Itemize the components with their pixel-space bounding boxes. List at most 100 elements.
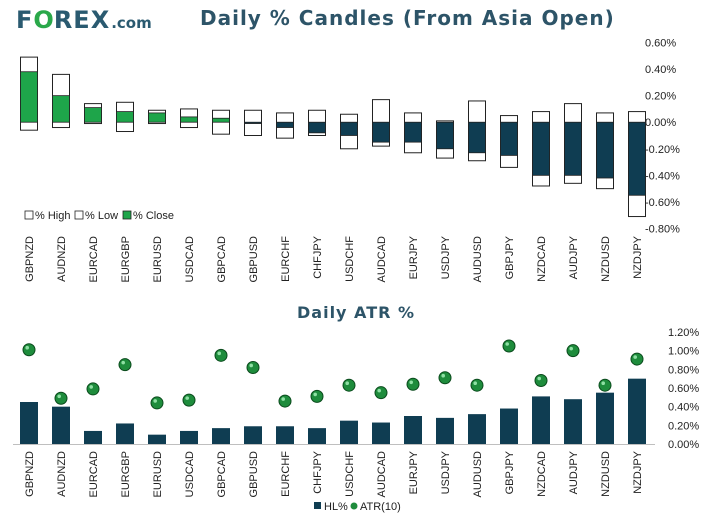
atr-point-highlight-eurcad [89, 385, 93, 389]
hl-bar-chfjpy [308, 428, 326, 444]
candle-xtick-gbpjpy: GBPJPY [504, 235, 516, 279]
atr-legend-swatch-atr [350, 502, 358, 510]
candle-close-gbpcad [212, 117, 230, 123]
candle-ytick: 0.40% [645, 64, 676, 76]
logo-letters-rex: REX [53, 6, 111, 34]
logo-letter-f: F [16, 6, 34, 34]
atr-legend-label-atr: ATR(10) [360, 501, 401, 513]
candle-legend-swatch-1 [74, 210, 84, 220]
hl-bar-audjpy [564, 399, 582, 444]
candle-xtick-eurjpy: EURJPY [408, 235, 420, 279]
atr-point-eurjpy [406, 377, 420, 391]
candle-xtick-gbpnzd: GBPNZD [24, 236, 36, 282]
hl-bar-gbpnzd [20, 402, 38, 444]
atr-legend-label-hl: HL% [324, 501, 348, 513]
candle-close-audusd [468, 121, 486, 154]
atr-ytick: 0.80% [668, 364, 699, 376]
atr-point-audusd [470, 378, 484, 392]
atr-point-highlight-chfjpy [313, 392, 318, 397]
atr-point-nzdusd [598, 378, 612, 392]
candle-xtick-chfjpy: CHFJPY [312, 235, 324, 278]
atr-point-gbpnzd [22, 343, 36, 357]
atr-ytick: 1.20% [668, 327, 699, 339]
atr-point-eurcad [86, 382, 100, 396]
hl-bar-usdchf [340, 420, 358, 444]
atr-point-highlight-eurgbp [121, 360, 125, 365]
atr-xtick-eurusd: EURUSD [152, 451, 164, 498]
candle-xtick-gbpcad: GBPCAD [216, 236, 228, 283]
candle-xtick-usdjpy: USDJPY [440, 235, 452, 279]
atr-xtick-audjpy: AUDJPY [568, 450, 580, 494]
candle-close-eurcad [84, 107, 102, 123]
candle-close-nzdjpy [628, 121, 646, 196]
candle-xtick-eurusd: EURUSD [152, 236, 164, 283]
candle-xtick-eurchf: EURCHF [280, 236, 292, 282]
candle-xtick-nzdusd: NZDUSD [600, 236, 612, 282]
candle-close-audnzd [52, 95, 70, 123]
atr-point-highlight-usdchf [345, 381, 350, 386]
hl-bar-audusd [468, 414, 486, 444]
atr-point-highlight-eurusd [153, 399, 157, 403]
atr-xtick-eurcad: EURCAD [88, 451, 100, 498]
hl-bar-nzdusd [596, 392, 614, 444]
candle-close-chfjpy [308, 121, 326, 134]
candle-close-usdcad [180, 116, 198, 123]
candle-xtick-gbpusd: GBPUSD [248, 236, 260, 283]
atr-point-highlight-nzdusd [601, 381, 605, 386]
atr-xtick-eurgbp: EURGBP [120, 451, 132, 497]
atr-xtick-audcad: AUDCAD [376, 451, 388, 498]
atr-ytick: 0.60% [668, 383, 699, 395]
logo-domain: .com [111, 14, 152, 32]
atr-xtick-nzdjpy: NZDJPY [632, 450, 644, 493]
candle-close-eurusd [148, 112, 166, 123]
hl-bar-gbpcad [212, 428, 230, 444]
atr-point-usdcad [182, 393, 196, 407]
hl-bar-gbpjpy [500, 408, 518, 444]
atr-point-highlight-audusd [473, 381, 478, 386]
candle-ytick: -0.80% [645, 224, 680, 236]
candle-close-audcad [372, 121, 390, 143]
candle-legend-label-2: % Close [133, 210, 174, 222]
atr-point-gbpjpy [502, 339, 516, 353]
atr-point-eurusd [150, 396, 164, 410]
hl-bar-audnzd [52, 406, 70, 444]
atr-ytick: 0.40% [668, 402, 699, 414]
atr-xtick-usdchf: USDCHF [344, 451, 356, 497]
candle-xtick-nzdjpy: NZDJPY [632, 235, 644, 278]
candle-close-audjpy [564, 121, 582, 176]
atr-xtick-audusd: AUDUSD [472, 451, 484, 498]
logo-letter-o: O [33, 6, 54, 34]
forex-logo: F O REX .com [16, 6, 152, 36]
hl-bar-eurgbp [116, 423, 134, 444]
atr-ytick: 1.00% [668, 346, 699, 358]
atr-chart-title: Daily ATR % [297, 303, 416, 322]
atr-xtick-gbpusd: GBPUSD [248, 451, 260, 498]
atr-xtick-usdjpy: USDJPY [440, 450, 452, 494]
atr-point-audnzd [54, 391, 68, 405]
atr-point-highlight-nzdjpy [633, 355, 637, 359]
atr-ytick: 0.00% [668, 439, 699, 451]
candle-xtick-eurcad: EURCAD [88, 236, 100, 283]
candle-close-eurgbp [116, 111, 134, 123]
hl-bar-audcad [372, 422, 390, 444]
atr-point-eurchf [278, 394, 292, 408]
candle-chart-title: Daily % Candles (From Asia Open) [200, 6, 615, 30]
candle-ytick: -0.40% [645, 170, 680, 182]
candle-close-gbpnzd [20, 71, 38, 123]
atr-xtick-nzdcad: NZDCAD [536, 451, 548, 497]
atr-xtick-eurchf: EURCHF [280, 451, 292, 497]
atr-xtick-gbpjpy: GBPJPY [504, 450, 516, 494]
atr-xtick-audnzd: AUDNZD [56, 451, 68, 497]
hl-bar-eurjpy [404, 416, 422, 444]
candle-close-nzdusd [596, 121, 614, 179]
hl-bar-nzdcad [532, 396, 550, 444]
candle-legend-label-1: % Low [85, 210, 118, 222]
hl-bar-nzdjpy [628, 378, 646, 444]
candle-ytick: -0.20% [645, 144, 680, 156]
atr-point-highlight-nzdcad [537, 376, 541, 381]
candle-xtick-audcad: AUDCAD [376, 236, 388, 283]
atr-xtick-nzdusd: NZDUSD [600, 451, 612, 497]
candle-legend-swatch-0 [24, 210, 34, 220]
